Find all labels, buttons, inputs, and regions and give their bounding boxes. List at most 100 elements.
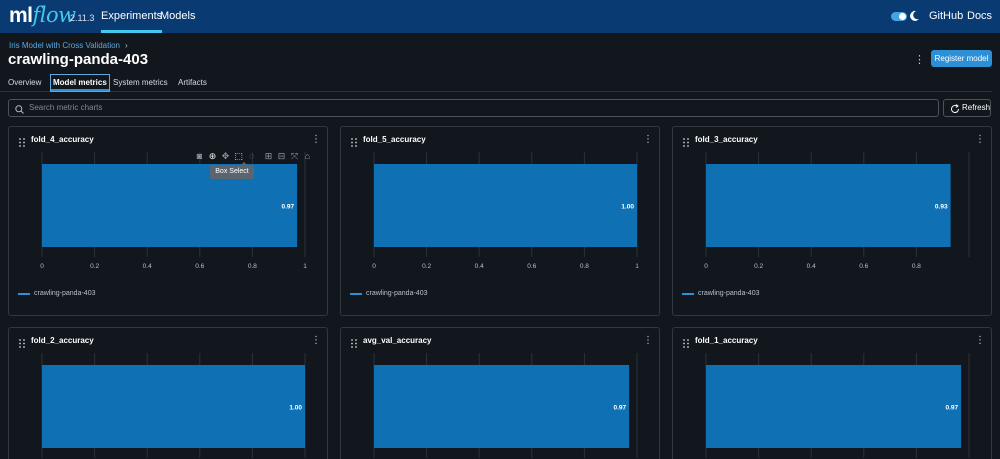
bar[interactable] — [374, 164, 637, 247]
x-tick-label: 0.6 — [195, 263, 204, 270]
metric-chart-card: fold_4_accuracy ⋮ 0.97 0 0.2 0.4 0.6 0.8 1 crawli… — [8, 126, 328, 316]
chart-legend[interactable]: crawling-panda-403 — [18, 290, 95, 297]
bar-chart[interactable]: 0.93 0 0.2 0.4 0.6 0.8 — [673, 127, 992, 316]
x-tick-label: 0.4 — [807, 263, 816, 270]
bar-value-label: 1.00 — [289, 405, 302, 412]
chart-legend[interactable]: crawling-panda-403 — [350, 290, 427, 297]
more-options-icon[interactable]: ⋮ — [914, 54, 925, 66]
x-tick-label: 0.8 — [580, 263, 589, 270]
tab-system-metrics[interactable]: System metrics — [113, 78, 168, 87]
chart-title: fold_3_accuracy — [695, 135, 758, 144]
bar-chart[interactable]: 0.97 0 0.2 0.4 0.6 0.8 1 — [9, 127, 328, 316]
chart-title: fold_5_accuracy — [363, 135, 426, 144]
drag-handle-icon[interactable] — [683, 136, 689, 147]
metric-chart-card: fold_2_accuracy ⋮ 1.00 — [8, 327, 328, 459]
page-title: crawling-panda-403 — [8, 51, 149, 68]
legend-label: crawling-panda-403 — [698, 290, 760, 297]
zoom-out-icon[interactable]: ⊟ — [277, 151, 286, 161]
lasso-icon[interactable]: ◌ — [248, 151, 255, 161]
chart-legend[interactable]: crawling-panda-403 — [682, 290, 759, 297]
x-tick-label: 0.4 — [143, 263, 152, 270]
chart-title: fold_4_accuracy — [31, 135, 94, 144]
metric-chart-card: fold_1_accuracy ⋮ 0.97 — [672, 327, 992, 459]
bar[interactable] — [42, 164, 298, 247]
refresh-button[interactable]: Refresh — [943, 99, 991, 117]
nav-github[interactable]: GitHub — [929, 10, 964, 22]
dark-mode-toggle[interactable] — [891, 12, 907, 21]
chart-title: fold_1_accuracy — [695, 336, 758, 345]
legend-label: crawling-panda-403 — [366, 290, 428, 297]
nav-experiments[interactable]: Experiments — [101, 0, 163, 33]
tab-overview[interactable]: Overview — [8, 78, 42, 87]
x-tick-label: 0.8 — [248, 263, 257, 270]
bar-value-label: 0.97 — [281, 204, 294, 211]
top-bar: ml flow 2.11.3 Experiments Models GitHub … — [0, 0, 1000, 33]
bar-value-label: 0.97 — [613, 405, 626, 412]
x-tick-label: 1 — [303, 263, 307, 270]
logo-ml-text: ml — [9, 4, 33, 27]
nav-docs[interactable]: Docs — [967, 10, 993, 22]
bar-value-label: 0.93 — [935, 204, 948, 211]
tab-artifacts[interactable]: Artifacts — [178, 78, 207, 87]
logo-flow-text: flow — [32, 3, 77, 27]
drag-handle-icon[interactable] — [19, 337, 25, 348]
box-select-icon[interactable]: ⬚ — [234, 151, 243, 161]
version-label: 2.11.3 — [70, 13, 95, 23]
drag-handle-icon[interactable] — [683, 337, 689, 348]
bar[interactable] — [706, 365, 962, 448]
x-tick-label: 0.8 — [912, 263, 921, 270]
chart-menu-icon[interactable]: ⋮ — [975, 134, 985, 145]
zoom-in-icon[interactable]: ⊞ — [264, 151, 273, 161]
search-input[interactable]: Search metric charts — [8, 99, 939, 117]
run-tabs: Overview Model metrics System metrics Ar… — [0, 74, 992, 92]
nav-models[interactable]: Models — [160, 10, 196, 22]
bar[interactable] — [706, 164, 951, 247]
chart-menu-icon[interactable]: ⋮ — [975, 335, 985, 346]
chevron-right-icon: › — [125, 41, 128, 50]
x-tick-label: 0 — [372, 263, 376, 270]
bar-chart[interactable]: 0.97 — [673, 328, 992, 459]
drag-handle-icon[interactable] — [351, 337, 357, 348]
chart-menu-icon[interactable]: ⋮ — [311, 335, 321, 346]
drag-handle-icon[interactable] — [19, 136, 25, 147]
x-tick-label: 0.2 — [422, 263, 431, 270]
search-icon — [15, 103, 24, 114]
autoscale-icon[interactable]: ⤧ — [290, 151, 299, 161]
legend-swatch — [350, 292, 362, 295]
x-tick-label: 0.6 — [859, 263, 868, 270]
drag-handle-icon[interactable] — [351, 136, 357, 147]
legend-label: crawling-panda-403 — [34, 290, 96, 297]
x-tick-label: 0 — [704, 263, 708, 270]
x-tick-label: 0.4 — [475, 263, 484, 270]
metric-chart-card: fold_5_accuracy ⋮ 1.00 0 0.2 0.4 0.6 0.8 1 crawli… — [340, 126, 660, 316]
chart-menu-icon[interactable]: ⋮ — [643, 134, 653, 145]
bar-chart[interactable]: 1.00 — [9, 328, 328, 459]
chart-modebar: ◙ ⊕ ✥ ⬚ ◌ ⊞ ⊟ ⤧ ⌂ — [193, 149, 318, 163]
breadcrumb-experiment-link[interactable]: Iris Model with Cross Validation — [9, 41, 121, 50]
bar-value-label: 0.97 — [945, 405, 958, 412]
register-model-button[interactable]: Register model — [931, 50, 992, 67]
bar[interactable] — [42, 365, 305, 448]
x-tick-label: 1 — [635, 263, 639, 270]
chart-menu-icon[interactable]: ⋮ — [311, 134, 321, 145]
pan-icon[interactable]: ✥ — [221, 151, 230, 161]
metric-chart-card: fold_3_accuracy ⋮ 0.93 0 0.2 0.4 0.6 0.8 crawlin… — [672, 126, 992, 316]
chart-menu-icon[interactable]: ⋮ — [643, 335, 653, 346]
tab-model-metrics[interactable]: Model metrics — [50, 74, 110, 92]
metric-chart-card: avg_val_accuracy ⋮ 0.97 — [340, 327, 660, 459]
x-tick-label: 0 — [40, 263, 44, 270]
chart-title: avg_val_accuracy — [363, 336, 432, 345]
x-tick-label: 0.2 — [754, 263, 763, 270]
bar-chart[interactable]: 0.97 — [341, 328, 660, 459]
x-tick-label: 0.2 — [90, 263, 99, 270]
refresh-icon — [950, 103, 960, 113]
breadcrumb: Iris Model with Cross Validation › — [9, 41, 128, 50]
refresh-label: Refresh — [962, 103, 991, 112]
reset-axes-icon[interactable]: ⌂ — [304, 151, 311, 161]
zoom-icon[interactable]: ⊕ — [208, 151, 217, 161]
camera-icon[interactable]: ◙ — [196, 151, 203, 161]
bar[interactable] — [374, 365, 630, 448]
mlflow-logo[interactable]: ml flow — [9, 3, 76, 28]
bar-chart[interactable]: 1.00 0 0.2 0.4 0.6 0.8 1 — [341, 127, 660, 316]
modebar-tooltip: Box Select — [210, 162, 254, 179]
